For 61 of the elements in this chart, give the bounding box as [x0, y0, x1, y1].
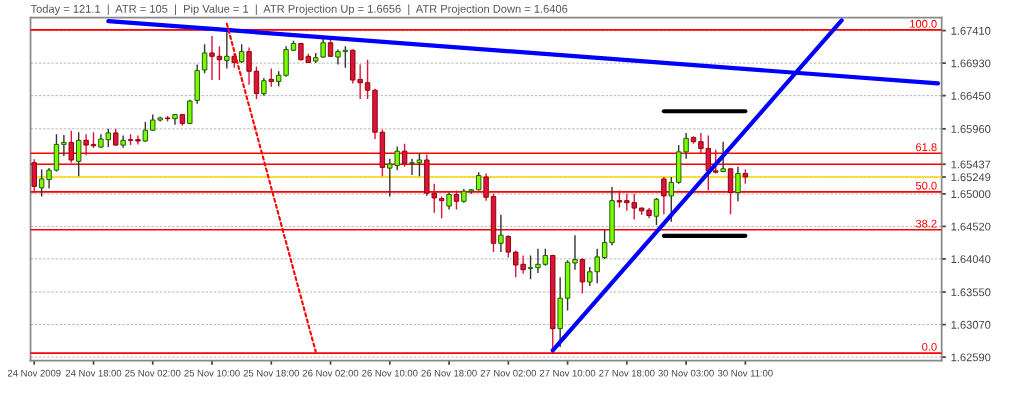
annotation: 61.8	[916, 143, 937, 152]
candlestick	[209, 35, 215, 81]
candlestick	[268, 67, 274, 88]
y-tick-label: 1.66930	[951, 59, 991, 68]
candlestick	[253, 65, 260, 100]
x-tick-label: 25 Nov 18:00	[243, 369, 299, 377]
x-tick-label: 27 Nov 18:00	[599, 369, 655, 377]
y-tick-label: 1.62590	[951, 353, 991, 362]
candlestick	[498, 214, 504, 253]
x-tick-label: 24 Nov 18:00	[65, 369, 122, 377]
candlestick	[505, 234, 512, 259]
x-tick-label: 26 Nov 18:00	[421, 369, 477, 377]
candlestick	[416, 152, 423, 177]
candlestick	[238, 43, 245, 64]
y-tick-label: 1.65960	[951, 125, 991, 133]
candlestick	[68, 130, 74, 164]
candlestick	[727, 168, 734, 215]
chart-title: Today = 121.1 | ATR = 105 | Pip Value = 1 | ATR Projection Up = 1.6656 | ATR Projection Down = 1.6406	[30, 4, 568, 15]
candlestick	[364, 59, 371, 100]
candlestick	[201, 43, 208, 74]
candlestick	[246, 46, 252, 86]
candlestick	[579, 257, 586, 295]
x-tick-label: 26 Nov 10:00	[362, 369, 418, 377]
x-tick-label: 25 Nov 02:00	[125, 369, 181, 377]
x-tick-label: 26 Nov 02:00	[302, 369, 359, 377]
y-tick-label: 1.66450	[951, 91, 991, 100]
candlestick	[401, 143, 408, 168]
candlestick	[438, 195, 445, 219]
candlestick	[409, 157, 415, 176]
y-tick-label: 1.67410	[951, 26, 991, 35]
y-tick-label: 1.65000	[951, 190, 991, 198]
annotation: 0.0	[922, 342, 937, 351]
candlestick	[572, 234, 578, 271]
y-tick-label: 1.65437	[951, 160, 991, 169]
y-tick-label: 1.63550	[951, 288, 991, 297]
candlestick	[75, 131, 82, 177]
candlestick	[453, 189, 460, 211]
y-tick-label: 1.64040	[951, 255, 991, 264]
candlestick	[31, 158, 37, 194]
candlestick	[483, 172, 489, 202]
candlestick	[668, 176, 674, 223]
y-tick-label: 1.63070	[951, 320, 991, 329]
candlestick	[601, 229, 608, 260]
annotation: 38.2	[915, 219, 937, 228]
x-tick-label: 30 Nov 03:00	[658, 369, 714, 377]
candlestick	[142, 121, 149, 143]
candlestick	[527, 254, 534, 280]
candlestick	[661, 176, 667, 215]
x-tick-label: 30 Nov 11:00	[717, 369, 773, 377]
x-tick-label: 25 Nov 10:00	[184, 369, 240, 377]
y-tick-label: 1.64520	[951, 222, 991, 231]
x-tick-label: 24 Nov 2009	[7, 369, 61, 377]
candlestick	[653, 197, 660, 226]
annotation: 50.0	[915, 181, 937, 190]
x-tick-label: 27 Nov 10:00	[539, 369, 596, 377]
x-tick-label: 27 Nov 02:00	[480, 369, 537, 377]
candlestick	[61, 134, 67, 157]
candlestick	[735, 166, 741, 203]
candlestick	[83, 133, 89, 156]
annotation: 100.0	[910, 19, 937, 28]
y-tick-label: 1.65249	[951, 173, 991, 182]
